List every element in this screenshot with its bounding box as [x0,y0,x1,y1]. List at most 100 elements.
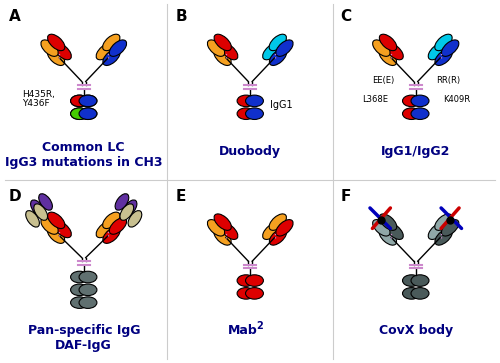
Ellipse shape [123,200,137,216]
Ellipse shape [115,194,129,210]
Ellipse shape [372,40,390,56]
Ellipse shape [276,220,293,236]
Ellipse shape [246,287,264,299]
Text: L368E: L368E [362,95,388,104]
Ellipse shape [411,108,429,119]
Ellipse shape [214,34,232,51]
Ellipse shape [54,43,72,60]
Ellipse shape [262,223,280,240]
Ellipse shape [79,95,97,107]
Ellipse shape [380,214,396,231]
Ellipse shape [70,271,88,283]
Ellipse shape [214,229,231,245]
Ellipse shape [48,212,65,229]
Ellipse shape [70,95,88,107]
Ellipse shape [79,95,97,107]
Ellipse shape [103,49,120,65]
Ellipse shape [70,297,88,309]
Ellipse shape [70,108,88,119]
Text: A: A [9,9,21,24]
Ellipse shape [79,271,97,283]
Ellipse shape [435,34,452,51]
Text: Mab: Mab [228,325,258,338]
Ellipse shape [237,108,255,119]
Ellipse shape [41,40,58,56]
Ellipse shape [30,200,44,216]
Ellipse shape [79,108,97,119]
Ellipse shape [34,204,48,220]
Ellipse shape [402,275,420,286]
Ellipse shape [79,108,97,119]
Ellipse shape [26,211,40,227]
Ellipse shape [70,284,88,295]
Ellipse shape [208,40,224,56]
Ellipse shape [48,34,65,51]
Ellipse shape [442,220,459,236]
Ellipse shape [276,40,293,56]
Ellipse shape [270,49,286,65]
Ellipse shape [435,229,452,245]
Ellipse shape [38,194,52,210]
Ellipse shape [269,34,286,51]
Ellipse shape [208,220,224,236]
Ellipse shape [270,229,286,245]
Ellipse shape [237,275,255,286]
Ellipse shape [70,108,88,119]
Ellipse shape [214,49,231,65]
Ellipse shape [48,49,64,65]
Text: Y436F: Y436F [22,99,50,108]
Ellipse shape [379,49,396,65]
Ellipse shape [103,227,120,243]
Ellipse shape [380,34,396,51]
Text: H435R,: H435R, [22,90,55,99]
Ellipse shape [428,43,446,60]
Ellipse shape [372,220,390,236]
Ellipse shape [237,287,255,299]
Ellipse shape [120,204,134,220]
Ellipse shape [411,95,429,107]
Text: E: E [176,189,186,204]
Ellipse shape [411,287,429,299]
Ellipse shape [214,214,232,231]
Text: EE(E): EE(E) [372,77,394,85]
Text: CovX body: CovX body [378,325,453,338]
Text: D: D [9,189,22,204]
Ellipse shape [269,214,286,231]
Ellipse shape [102,212,120,229]
Ellipse shape [428,223,446,240]
Ellipse shape [411,275,429,286]
Ellipse shape [96,221,114,238]
Ellipse shape [79,284,97,295]
Ellipse shape [435,214,452,231]
Text: F: F [340,189,351,204]
Ellipse shape [379,229,396,245]
Ellipse shape [402,95,420,107]
Ellipse shape [246,95,264,107]
Ellipse shape [79,297,97,309]
Ellipse shape [220,43,238,60]
Ellipse shape [70,95,88,107]
Ellipse shape [48,227,64,243]
Ellipse shape [262,43,280,60]
Text: RR(R): RR(R) [436,77,460,85]
Text: Duobody: Duobody [219,145,281,158]
Ellipse shape [442,40,459,56]
Text: C: C [340,9,351,24]
Ellipse shape [41,218,58,234]
Ellipse shape [54,221,72,238]
Ellipse shape [246,275,264,286]
Ellipse shape [96,43,114,60]
Ellipse shape [435,49,452,65]
Text: Common LC
IgG3 mutations in CH3: Common LC IgG3 mutations in CH3 [5,141,162,169]
Text: IgG1/IgG2: IgG1/IgG2 [381,145,450,158]
Ellipse shape [237,95,255,107]
Ellipse shape [386,43,404,60]
Text: Pan-specific IgG
DAF-IgG: Pan-specific IgG DAF-IgG [28,324,140,352]
Ellipse shape [110,218,126,234]
Ellipse shape [102,34,120,51]
Ellipse shape [402,287,420,299]
Ellipse shape [402,108,420,119]
Text: 2: 2 [256,322,262,331]
Text: IgG1: IgG1 [270,100,292,110]
Text: B: B [176,9,187,24]
